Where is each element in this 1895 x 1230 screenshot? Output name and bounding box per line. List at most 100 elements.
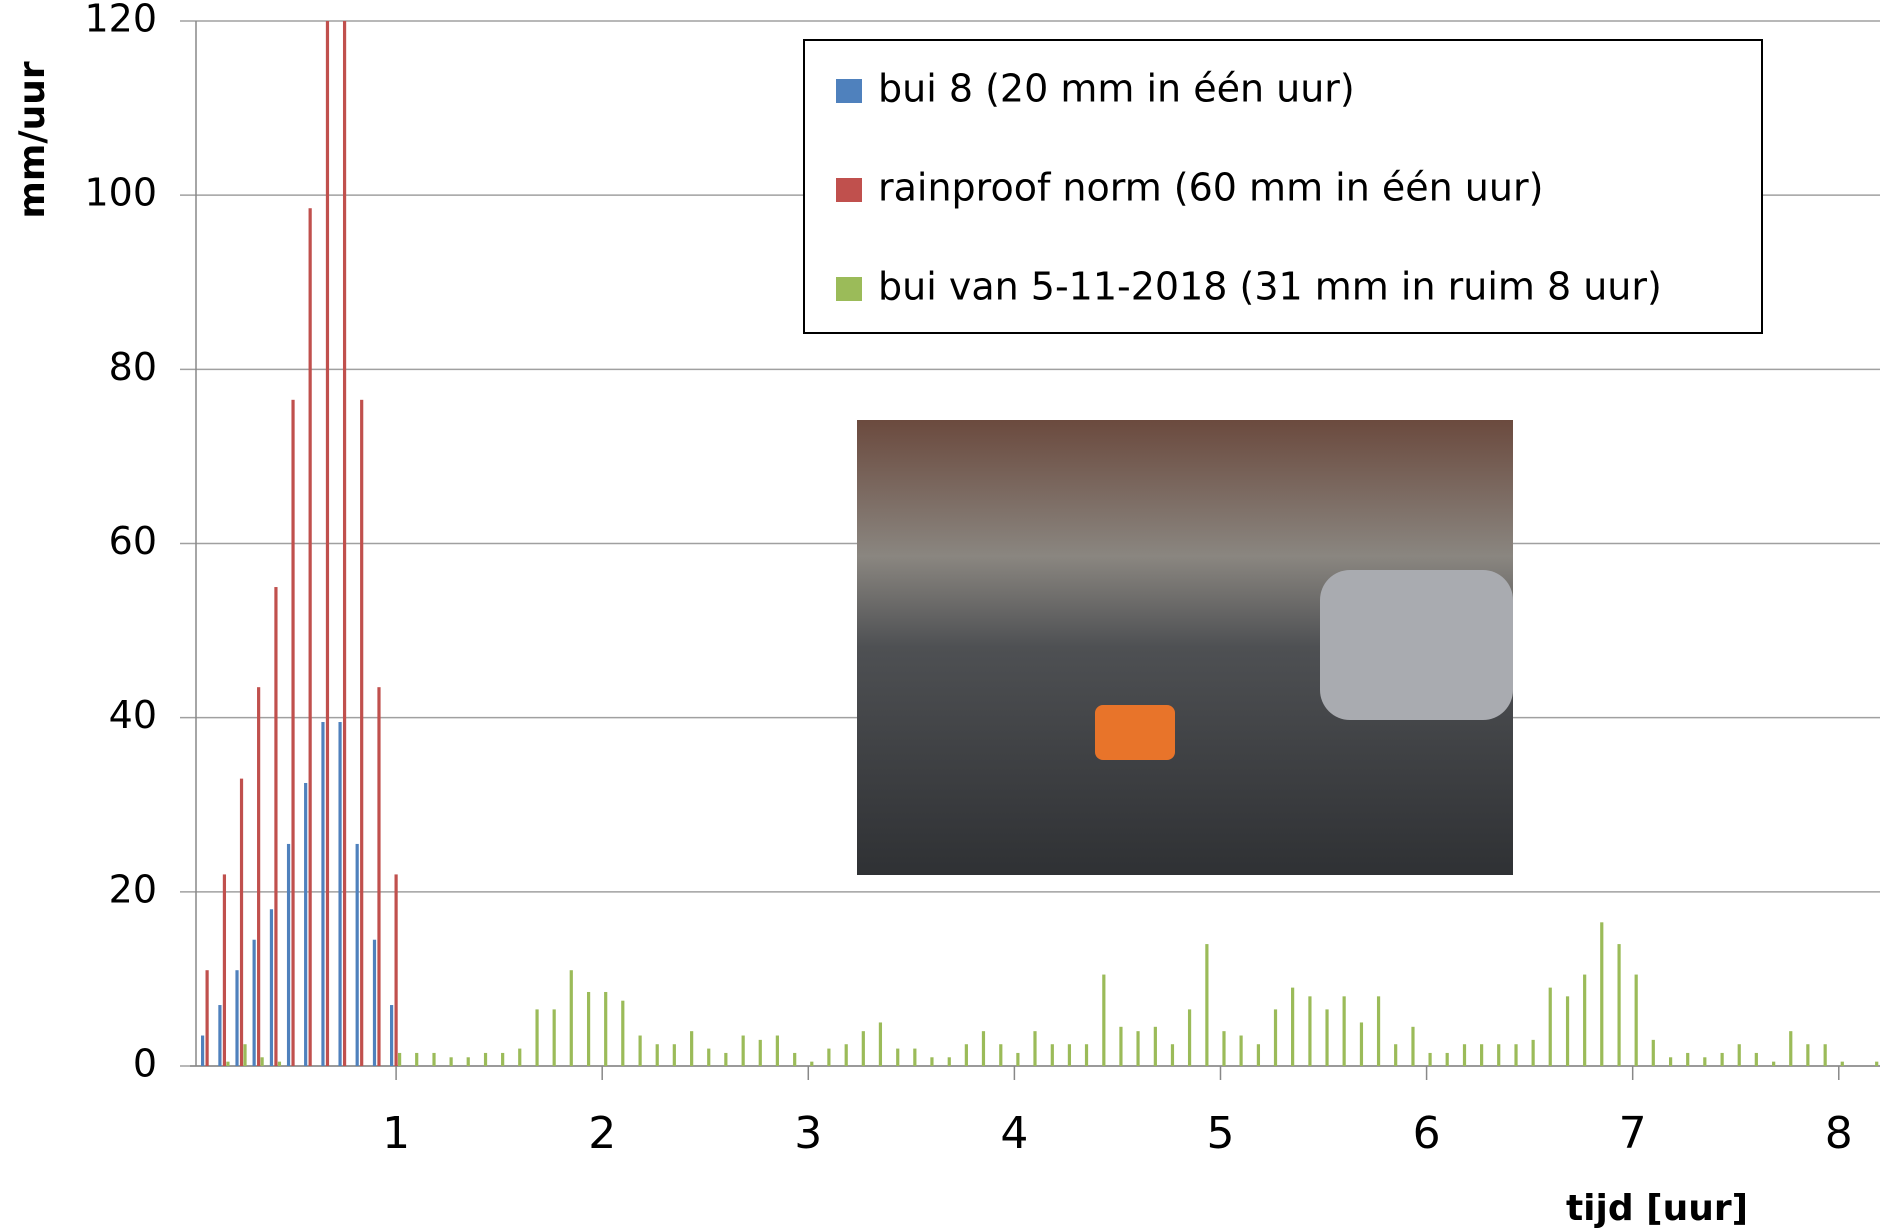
y-tick-label: 0 [133, 1042, 157, 1086]
bar [1325, 1009, 1329, 1066]
bar [1428, 1052, 1432, 1066]
bar [586, 991, 591, 1066]
bar [355, 843, 359, 1066]
bar [1119, 1026, 1123, 1066]
bar [844, 1044, 848, 1066]
bar [466, 1057, 470, 1066]
bar [793, 1052, 797, 1066]
bar [775, 1035, 779, 1066]
bar [252, 939, 256, 1066]
bar [1033, 1031, 1037, 1066]
bar [1565, 996, 1570, 1066]
bar [325, 21, 330, 1066]
bar [304, 782, 308, 1066]
bar [569, 970, 573, 1066]
bar [277, 1061, 282, 1066]
bar [257, 687, 261, 1066]
bar [1050, 1044, 1054, 1066]
y-tick-label: 60 [109, 519, 157, 563]
bar [1531, 1039, 1535, 1066]
bar [999, 1044, 1003, 1066]
photo-float [1095, 705, 1175, 760]
bar [274, 587, 278, 1066]
bar [1514, 1044, 1518, 1066]
bar [483, 1052, 488, 1066]
bar [930, 1057, 934, 1066]
bar [338, 722, 342, 1066]
legend: bui 8 (20 mm in één uur) rainproof norm (… [803, 39, 1763, 334]
bar [1359, 1022, 1364, 1066]
bar [741, 1035, 745, 1066]
legend-label: rainproof norm (60 mm in één uur) [878, 166, 1543, 210]
bar [1669, 1057, 1673, 1066]
y-tick-label: 100 [84, 171, 157, 215]
x-tick-label: 2 [588, 1108, 616, 1159]
y-tick-label: 40 [109, 693, 157, 737]
bar [913, 1048, 917, 1066]
bar [1686, 1052, 1690, 1066]
x-tick-label: 8 [1825, 1108, 1853, 1159]
y-tick-label: 120 [84, 0, 157, 41]
legend-box [803, 39, 1763, 334]
bar [235, 970, 239, 1066]
bar [1480, 1044, 1484, 1066]
bar [1737, 1044, 1741, 1066]
bar [1840, 1061, 1844, 1066]
bar [1720, 1052, 1724, 1066]
bar [1875, 1061, 1879, 1066]
bars [201, 21, 1879, 1066]
bar [1703, 1057, 1707, 1066]
bar [878, 1022, 883, 1066]
bar [205, 970, 209, 1066]
bar [308, 208, 312, 1066]
bar [861, 1031, 865, 1066]
photo-car [1320, 570, 1513, 720]
bar [222, 874, 227, 1066]
bar [1273, 1009, 1278, 1066]
bar [389, 1005, 394, 1066]
legend-swatch [836, 79, 862, 103]
bar [1239, 1035, 1243, 1066]
bar [1153, 1026, 1157, 1066]
x-tick-label: 5 [1206, 1108, 1234, 1159]
bar [226, 1061, 230, 1066]
bar [981, 1031, 986, 1066]
bar [377, 687, 381, 1066]
bar [1136, 1031, 1140, 1066]
legend-label: bui van 5-11-2018 (31 mm in ruim 8 uur) [878, 265, 1662, 309]
legend-swatch [836, 178, 862, 202]
bar [394, 874, 398, 1066]
bar [397, 1052, 402, 1066]
bar [1222, 1031, 1226, 1066]
bar [964, 1044, 968, 1066]
x-axis-label: tijd [uur] [1566, 1188, 1748, 1229]
bar [432, 1052, 436, 1066]
bar [291, 399, 295, 1066]
photo [857, 420, 1513, 875]
bar [415, 1052, 419, 1066]
bar [260, 1057, 264, 1066]
bar [243, 1044, 247, 1066]
bar [535, 1009, 539, 1066]
bar [827, 1048, 831, 1066]
bar [1772, 1061, 1776, 1066]
y-tick-label: 20 [109, 867, 157, 911]
bar [269, 909, 274, 1066]
bar [1411, 1026, 1415, 1066]
x-tick-label: 3 [794, 1108, 822, 1159]
bar [1170, 1044, 1175, 1066]
bar [372, 939, 377, 1066]
bar [947, 1057, 951, 1066]
bar [218, 1005, 222, 1066]
x-tick-label: 7 [1619, 1108, 1647, 1159]
bar [518, 1048, 522, 1066]
bar [690, 1031, 694, 1066]
bar [638, 1035, 642, 1066]
bar [1548, 987, 1552, 1066]
bar [1823, 1044, 1827, 1066]
bar [604, 991, 608, 1066]
bar [758, 1039, 762, 1066]
bar [621, 1000, 625, 1066]
bar [1376, 996, 1381, 1066]
bar [1016, 1052, 1020, 1066]
